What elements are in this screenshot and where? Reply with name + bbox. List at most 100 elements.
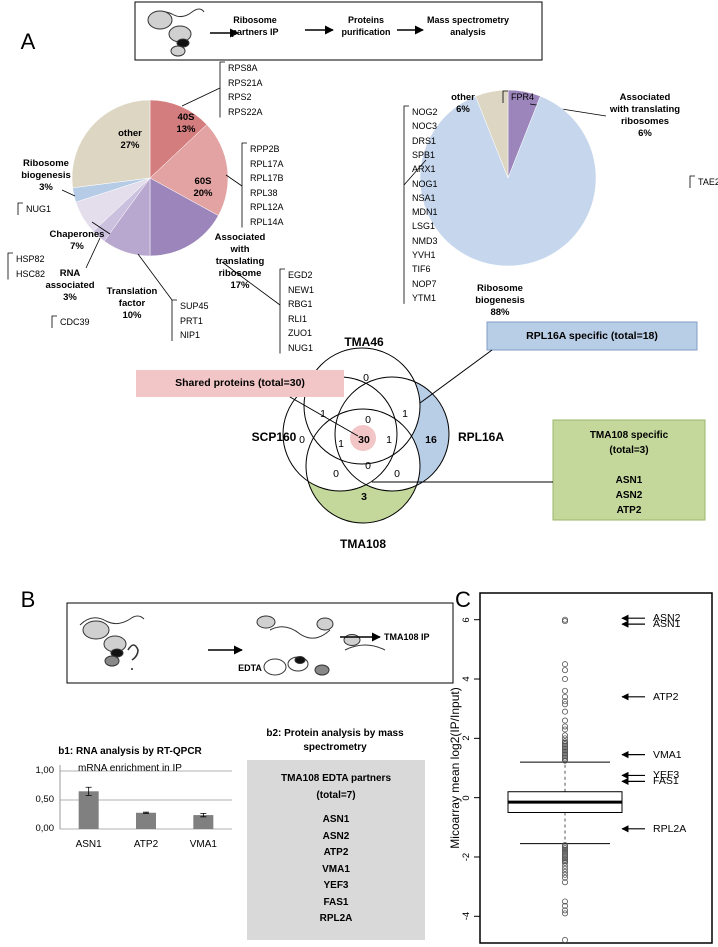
protein: RPL12A xyxy=(250,202,284,212)
leader-line xyxy=(221,261,281,306)
pie-slice xyxy=(475,89,509,179)
protein: VMA1 xyxy=(322,863,350,875)
plot-frame xyxy=(479,592,713,944)
scheme-step: EDTA xyxy=(238,663,262,673)
leader-line xyxy=(181,87,221,107)
bracket xyxy=(17,202,23,215)
protein: NSA1 xyxy=(412,192,436,203)
slice-value: 10% xyxy=(122,310,142,321)
outlier xyxy=(562,937,569,944)
outlier xyxy=(562,865,569,872)
annotation: ASN1 xyxy=(653,618,681,631)
slice-label: 60S 20% xyxy=(178,176,228,200)
outlier xyxy=(562,661,569,668)
outlier xyxy=(562,859,569,866)
outlier xyxy=(562,618,569,625)
set-label: RPL16A xyxy=(458,430,505,444)
region-count: 1 xyxy=(320,408,326,420)
outlier xyxy=(562,726,569,733)
slice-value: 3% xyxy=(39,182,53,193)
protein: NOG1 xyxy=(412,178,438,189)
region-count: 0 xyxy=(333,468,339,480)
protein: RPS2 xyxy=(228,92,252,102)
outlier xyxy=(562,698,569,705)
region-count: 0 xyxy=(365,460,371,472)
y-tick-label: 2 xyxy=(461,735,472,741)
annotation: RPL2A xyxy=(653,822,687,835)
slice-value: 88% xyxy=(490,307,510,318)
bracket xyxy=(171,299,177,341)
rpl16a-box xyxy=(486,321,698,351)
scheme-step: Ribosome partners IP xyxy=(231,15,279,37)
y-tick-label: 0 xyxy=(461,795,472,801)
slice-value: 6% xyxy=(456,104,470,115)
annotation: FAS1 xyxy=(653,775,679,788)
set-label: TMA108 xyxy=(339,537,387,551)
protein: RPS22A xyxy=(228,106,263,117)
annotation: ATP2 xyxy=(653,690,679,703)
y-tick-label: 0,00 xyxy=(35,823,55,834)
bracket xyxy=(502,90,508,103)
slice-name: 40S xyxy=(177,112,195,123)
section-title: b2: Protein analysis by mass spectrometr… xyxy=(266,728,404,753)
panel-label: C xyxy=(455,587,471,612)
chart-title: b1: RNA analysis by RT-QPCR xyxy=(58,746,202,757)
protein: RPL17A xyxy=(250,158,284,169)
region-count: 0 xyxy=(394,468,400,480)
pie-slice xyxy=(419,95,597,267)
box-title: RPL16A specific (total=18) xyxy=(526,330,658,342)
x-tick-label: ASN1 xyxy=(75,839,102,850)
venn xyxy=(282,347,450,524)
error-bar xyxy=(143,811,149,814)
bar xyxy=(136,812,156,829)
box-content: TMA108 EDTA partners (total=7) ASN1 ASN2 AT… xyxy=(261,771,411,928)
bracket xyxy=(403,105,409,304)
region-count: 1 xyxy=(338,438,344,450)
slice-name: Translation factor xyxy=(106,286,158,309)
scheme-step: TMA108 IP xyxy=(384,632,430,642)
protein: YEF3 xyxy=(323,880,349,891)
outlier xyxy=(562,708,569,715)
protein: NUG1 xyxy=(288,342,314,353)
bracket xyxy=(219,61,225,118)
leader-line xyxy=(85,237,101,269)
protein: HSC82 xyxy=(16,268,46,279)
protein: RPL38 xyxy=(250,187,278,198)
protein: RPL17B xyxy=(250,173,284,183)
bracket xyxy=(279,268,285,354)
protein: ARX1 xyxy=(412,164,436,175)
region-count: 30 xyxy=(358,434,370,446)
outlier xyxy=(562,723,569,730)
outlier xyxy=(562,757,569,764)
protein: NIP1 xyxy=(180,330,201,340)
outlier xyxy=(562,910,569,917)
tma108-box xyxy=(552,419,706,521)
protein: SPB1 xyxy=(412,149,436,160)
annotation: ASN2 xyxy=(653,612,681,625)
scheme-step: Mass spectrometry analysis xyxy=(426,15,510,37)
set-label: TMA46 xyxy=(344,335,384,349)
protein: HSP82 xyxy=(16,254,45,264)
slice-label: Ribosome biogenesis 88% xyxy=(465,283,535,319)
protein: RPP2B xyxy=(250,144,280,154)
slice-label: Associated with translating ribosome 17% xyxy=(208,232,272,292)
protein: RPL14A xyxy=(250,216,284,227)
box-title: TMA108 specific (total=3) xyxy=(589,430,669,456)
pie-slice xyxy=(149,124,229,216)
slice-label: 40S 13% xyxy=(161,112,211,136)
leader-line xyxy=(61,189,76,197)
region-count: 1 xyxy=(386,434,392,446)
shared-box xyxy=(136,370,344,397)
slice-value: 27% xyxy=(120,140,140,151)
panel-label: A xyxy=(20,29,36,54)
y-tick-label: 1,00 xyxy=(35,765,55,776)
slice-value: 20% xyxy=(193,188,213,199)
slice-name: Ribosome biogenesis xyxy=(475,283,525,306)
y-tick-label: -2 xyxy=(461,852,472,862)
protein: TIF6 xyxy=(412,264,431,275)
protein: NEW1 xyxy=(288,284,315,295)
y-axis-label: Micoarray mean log2(IP/Input) xyxy=(448,687,462,849)
protein: RBG1 xyxy=(288,299,313,309)
leader-line xyxy=(403,159,427,186)
